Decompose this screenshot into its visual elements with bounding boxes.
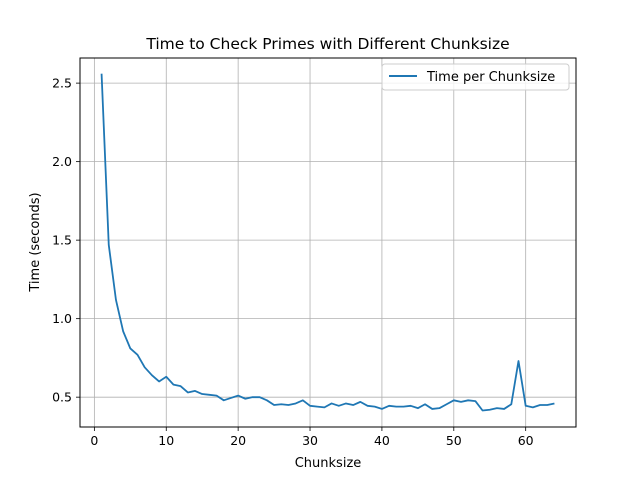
y-tick-label: 2.5 <box>52 76 72 91</box>
x-tick-label: 0 <box>90 433 98 448</box>
legend: Time per Chunksize <box>381 63 570 91</box>
x-axis-label: Chunksize <box>295 456 362 471</box>
axes-frame <box>79 57 577 428</box>
y-tick-label: 1.0 <box>52 311 72 326</box>
legend-box <box>381 63 570 91</box>
grid <box>80 58 576 427</box>
x-tick-label: 50 <box>446 433 462 448</box>
series-line-0 <box>100 73 555 412</box>
legend-label: Time per Chunksize <box>426 70 555 85</box>
y-tick-label: 2.0 <box>52 154 72 169</box>
x-tick-label: 60 <box>518 433 534 448</box>
x-tick-label: 40 <box>374 433 390 448</box>
x-tick-label: 10 <box>158 433 174 448</box>
y-axis-label: Time (seconds) <box>28 192 43 292</box>
x-tick-label: 30 <box>302 433 318 448</box>
x-tick-label: 20 <box>230 433 246 448</box>
plot-area <box>100 73 555 412</box>
y-axis-ticks: 0.5 1.0 1.5 2.0 2.5 <box>52 76 80 405</box>
chart-title: Time to Check Primes with Different Chun… <box>145 35 509 53</box>
y-tick-label: 0.5 <box>52 390 72 405</box>
x-axis-ticks: 0 10 20 30 40 50 60 <box>90 427 534 448</box>
y-tick-label: 1.5 <box>52 233 72 248</box>
